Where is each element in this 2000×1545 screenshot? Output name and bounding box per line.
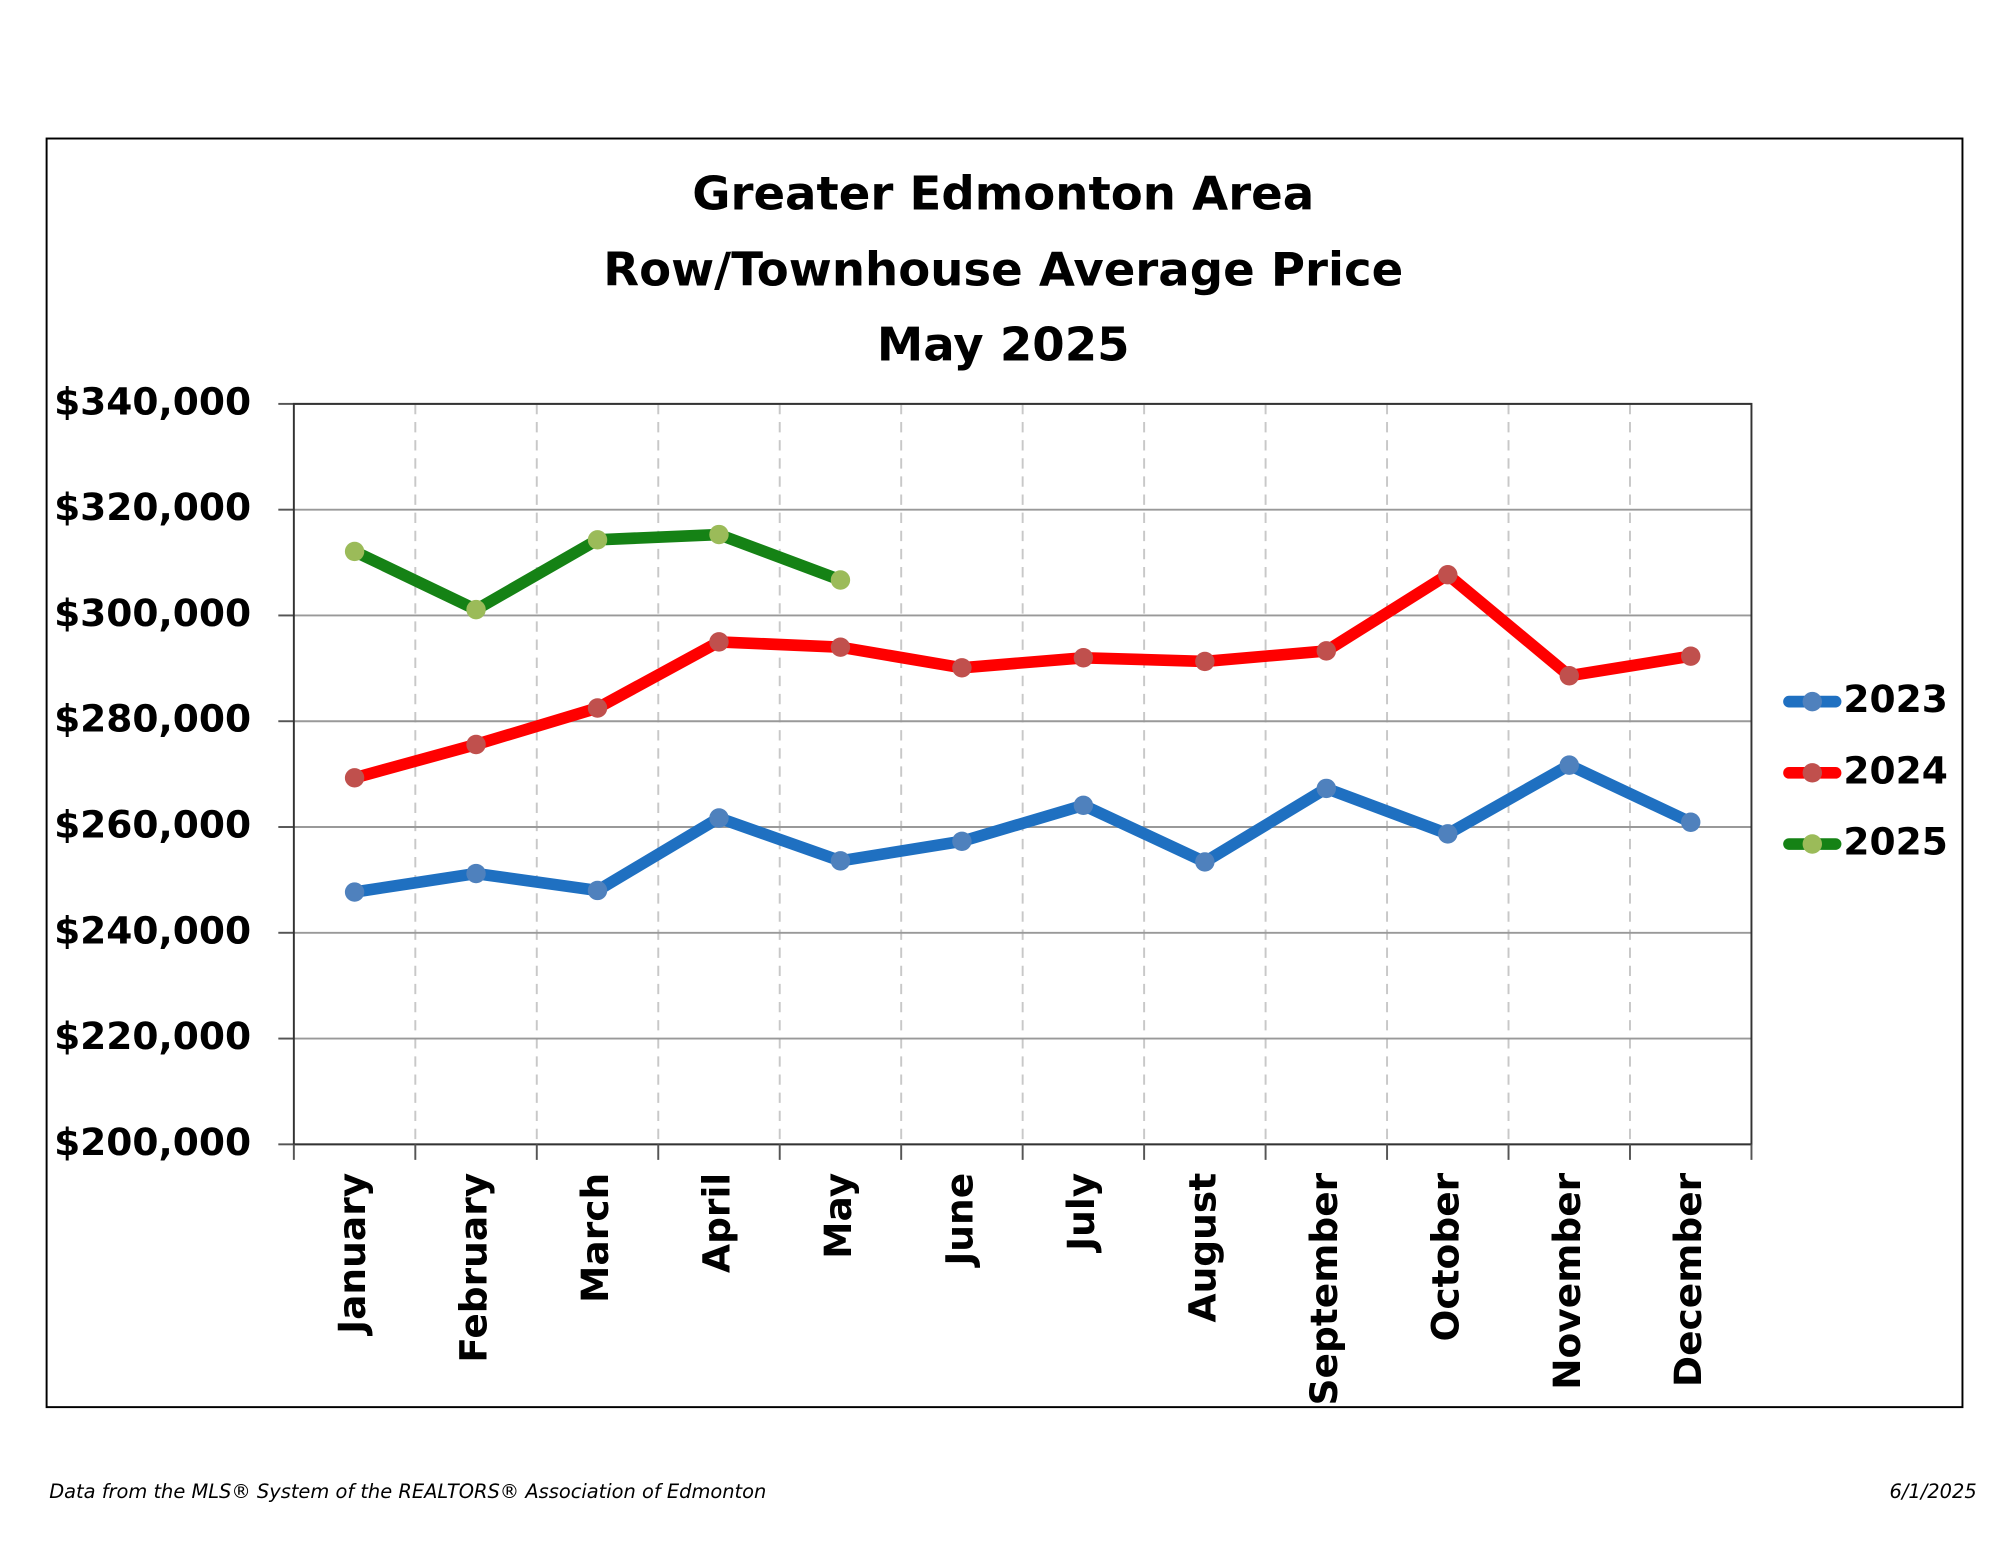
y-tick-label: $320,000 bbox=[54, 485, 251, 529]
data-point bbox=[344, 541, 365, 562]
x-tick-label: September bbox=[1302, 1172, 1346, 1405]
data-point bbox=[1195, 852, 1215, 872]
y-tick-label: $280,000 bbox=[54, 697, 251, 741]
data-point bbox=[1681, 646, 1701, 666]
data-point bbox=[466, 734, 486, 755]
legend-label: 2025 bbox=[1843, 820, 1947, 864]
y-tick-label: $300,000 bbox=[54, 591, 251, 635]
legend-label: 2023 bbox=[1843, 677, 1947, 721]
x-tick-label: August bbox=[1180, 1173, 1224, 1323]
data-point bbox=[587, 530, 608, 550]
data-point bbox=[1195, 651, 1215, 672]
x-tick-label: December bbox=[1666, 1172, 1710, 1387]
x-tick-label: February bbox=[452, 1173, 496, 1363]
data-point bbox=[1316, 778, 1337, 799]
data-point bbox=[709, 808, 729, 828]
data-point bbox=[1559, 666, 1579, 686]
legend-marker bbox=[1802, 834, 1823, 854]
data-point bbox=[1438, 824, 1458, 844]
y-tick-label: $240,000 bbox=[54, 908, 251, 952]
data-point bbox=[1438, 565, 1458, 585]
data-point bbox=[1559, 755, 1579, 775]
x-tick-label: June bbox=[937, 1173, 981, 1269]
x-tick-label: October bbox=[1423, 1172, 1467, 1341]
data-point bbox=[466, 599, 486, 620]
data-point bbox=[830, 570, 851, 590]
x-tick-label: January bbox=[330, 1173, 374, 1337]
data-point bbox=[587, 880, 608, 901]
data-point bbox=[830, 851, 851, 871]
y-tick-label: $260,000 bbox=[54, 803, 251, 847]
y-tick-label: $220,000 bbox=[54, 1014, 251, 1058]
data-point bbox=[1316, 641, 1337, 661]
legend-marker bbox=[1802, 691, 1823, 712]
data-point bbox=[709, 524, 729, 545]
data-point bbox=[587, 698, 608, 718]
x-tick-label: May bbox=[816, 1173, 860, 1259]
y-tick-label: $200,000 bbox=[54, 1120, 251, 1164]
y-tick-label: $340,000 bbox=[54, 379, 251, 423]
data-point bbox=[709, 632, 729, 652]
legend-marker bbox=[1802, 763, 1823, 783]
chart-title: Greater Edmonton Area bbox=[692, 166, 1314, 220]
data-point bbox=[952, 658, 972, 678]
series-line bbox=[348, 568, 1697, 784]
footer-source: Data from the MLS® System of the REALTOR… bbox=[49, 1480, 766, 1503]
data-point bbox=[830, 637, 851, 657]
data-point bbox=[344, 882, 365, 902]
x-tick-label: March bbox=[573, 1173, 617, 1303]
data-point bbox=[1073, 648, 1094, 668]
chart-title: May 2025 bbox=[877, 318, 1130, 372]
x-tick-label: November bbox=[1545, 1172, 1589, 1390]
x-tick-label: July bbox=[1059, 1173, 1103, 1254]
data-point bbox=[466, 863, 486, 884]
plot-frame bbox=[292, 402, 1753, 1146]
data-point bbox=[1073, 795, 1094, 816]
footer-date: 6/1/2025 bbox=[1890, 1480, 1977, 1503]
legend-label: 2024 bbox=[1843, 748, 1947, 792]
series-line bbox=[348, 759, 1697, 898]
x-tick-label: April bbox=[694, 1173, 738, 1273]
chart-title: Row/Townhouse Average Price bbox=[603, 243, 1403, 297]
data-point bbox=[344, 768, 365, 788]
data-point bbox=[952, 831, 972, 851]
data-point bbox=[1681, 812, 1701, 832]
